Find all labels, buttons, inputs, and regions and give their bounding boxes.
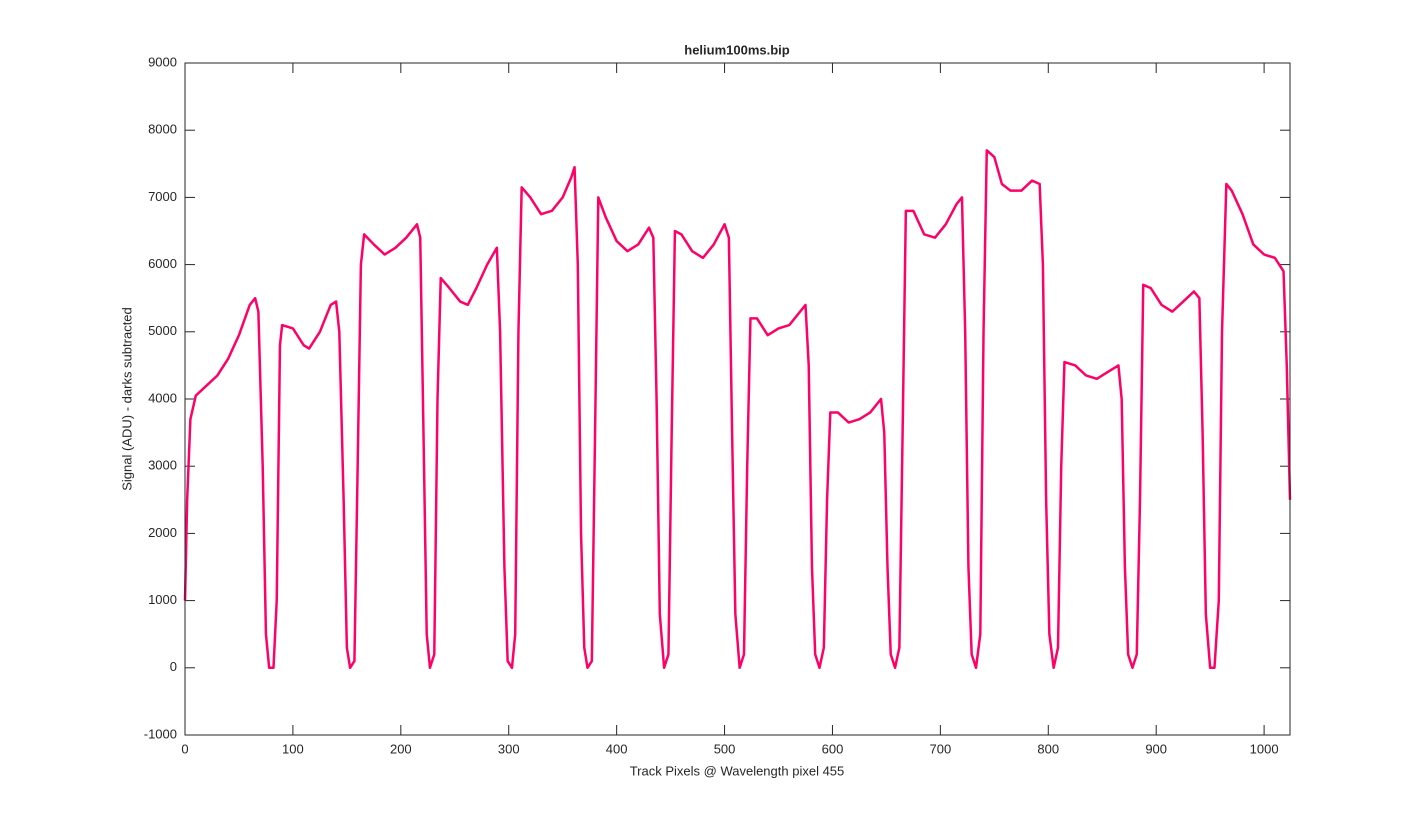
x-tick-label: 800 [1037, 741, 1059, 756]
y-tick-label: 7000 [148, 189, 177, 204]
chart-title: helium100ms.bip [684, 42, 790, 57]
y-tick-label: 6000 [148, 256, 177, 271]
y-tick-label: 2000 [148, 525, 177, 540]
x-tick-label: 500 [714, 741, 736, 756]
y-axis-label: Signal (ADU) - darks subtracted [119, 307, 134, 491]
plot-area [185, 63, 1290, 735]
x-tick-label: 1000 [1250, 741, 1279, 756]
y-tick-label: 9000 [148, 54, 177, 69]
x-tick-label: 900 [1145, 741, 1167, 756]
axes-box [184, 62, 1291, 736]
y-tick-label: 5000 [148, 323, 177, 338]
y-tick-label: 3000 [148, 458, 177, 473]
y-tick-label: 0 [170, 659, 177, 674]
y-tick-label: 8000 [148, 122, 177, 137]
x-tick-label: 700 [930, 741, 952, 756]
x-tick-label: 0 [181, 741, 188, 756]
x-tick-label: 400 [606, 741, 628, 756]
y-tick-label: 4000 [148, 390, 177, 405]
y-tick-label: 1000 [148, 592, 177, 607]
x-tick-label: 300 [498, 741, 520, 756]
x-tick-label: 600 [822, 741, 844, 756]
data-line [183, 149, 1292, 670]
y-tick-label: -1000 [144, 726, 177, 741]
x-tick-label: 100 [282, 741, 304, 756]
x-tick-label: 200 [390, 741, 412, 756]
x-axis-label: Track Pixels @ Wavelength pixel 455 [630, 763, 845, 778]
